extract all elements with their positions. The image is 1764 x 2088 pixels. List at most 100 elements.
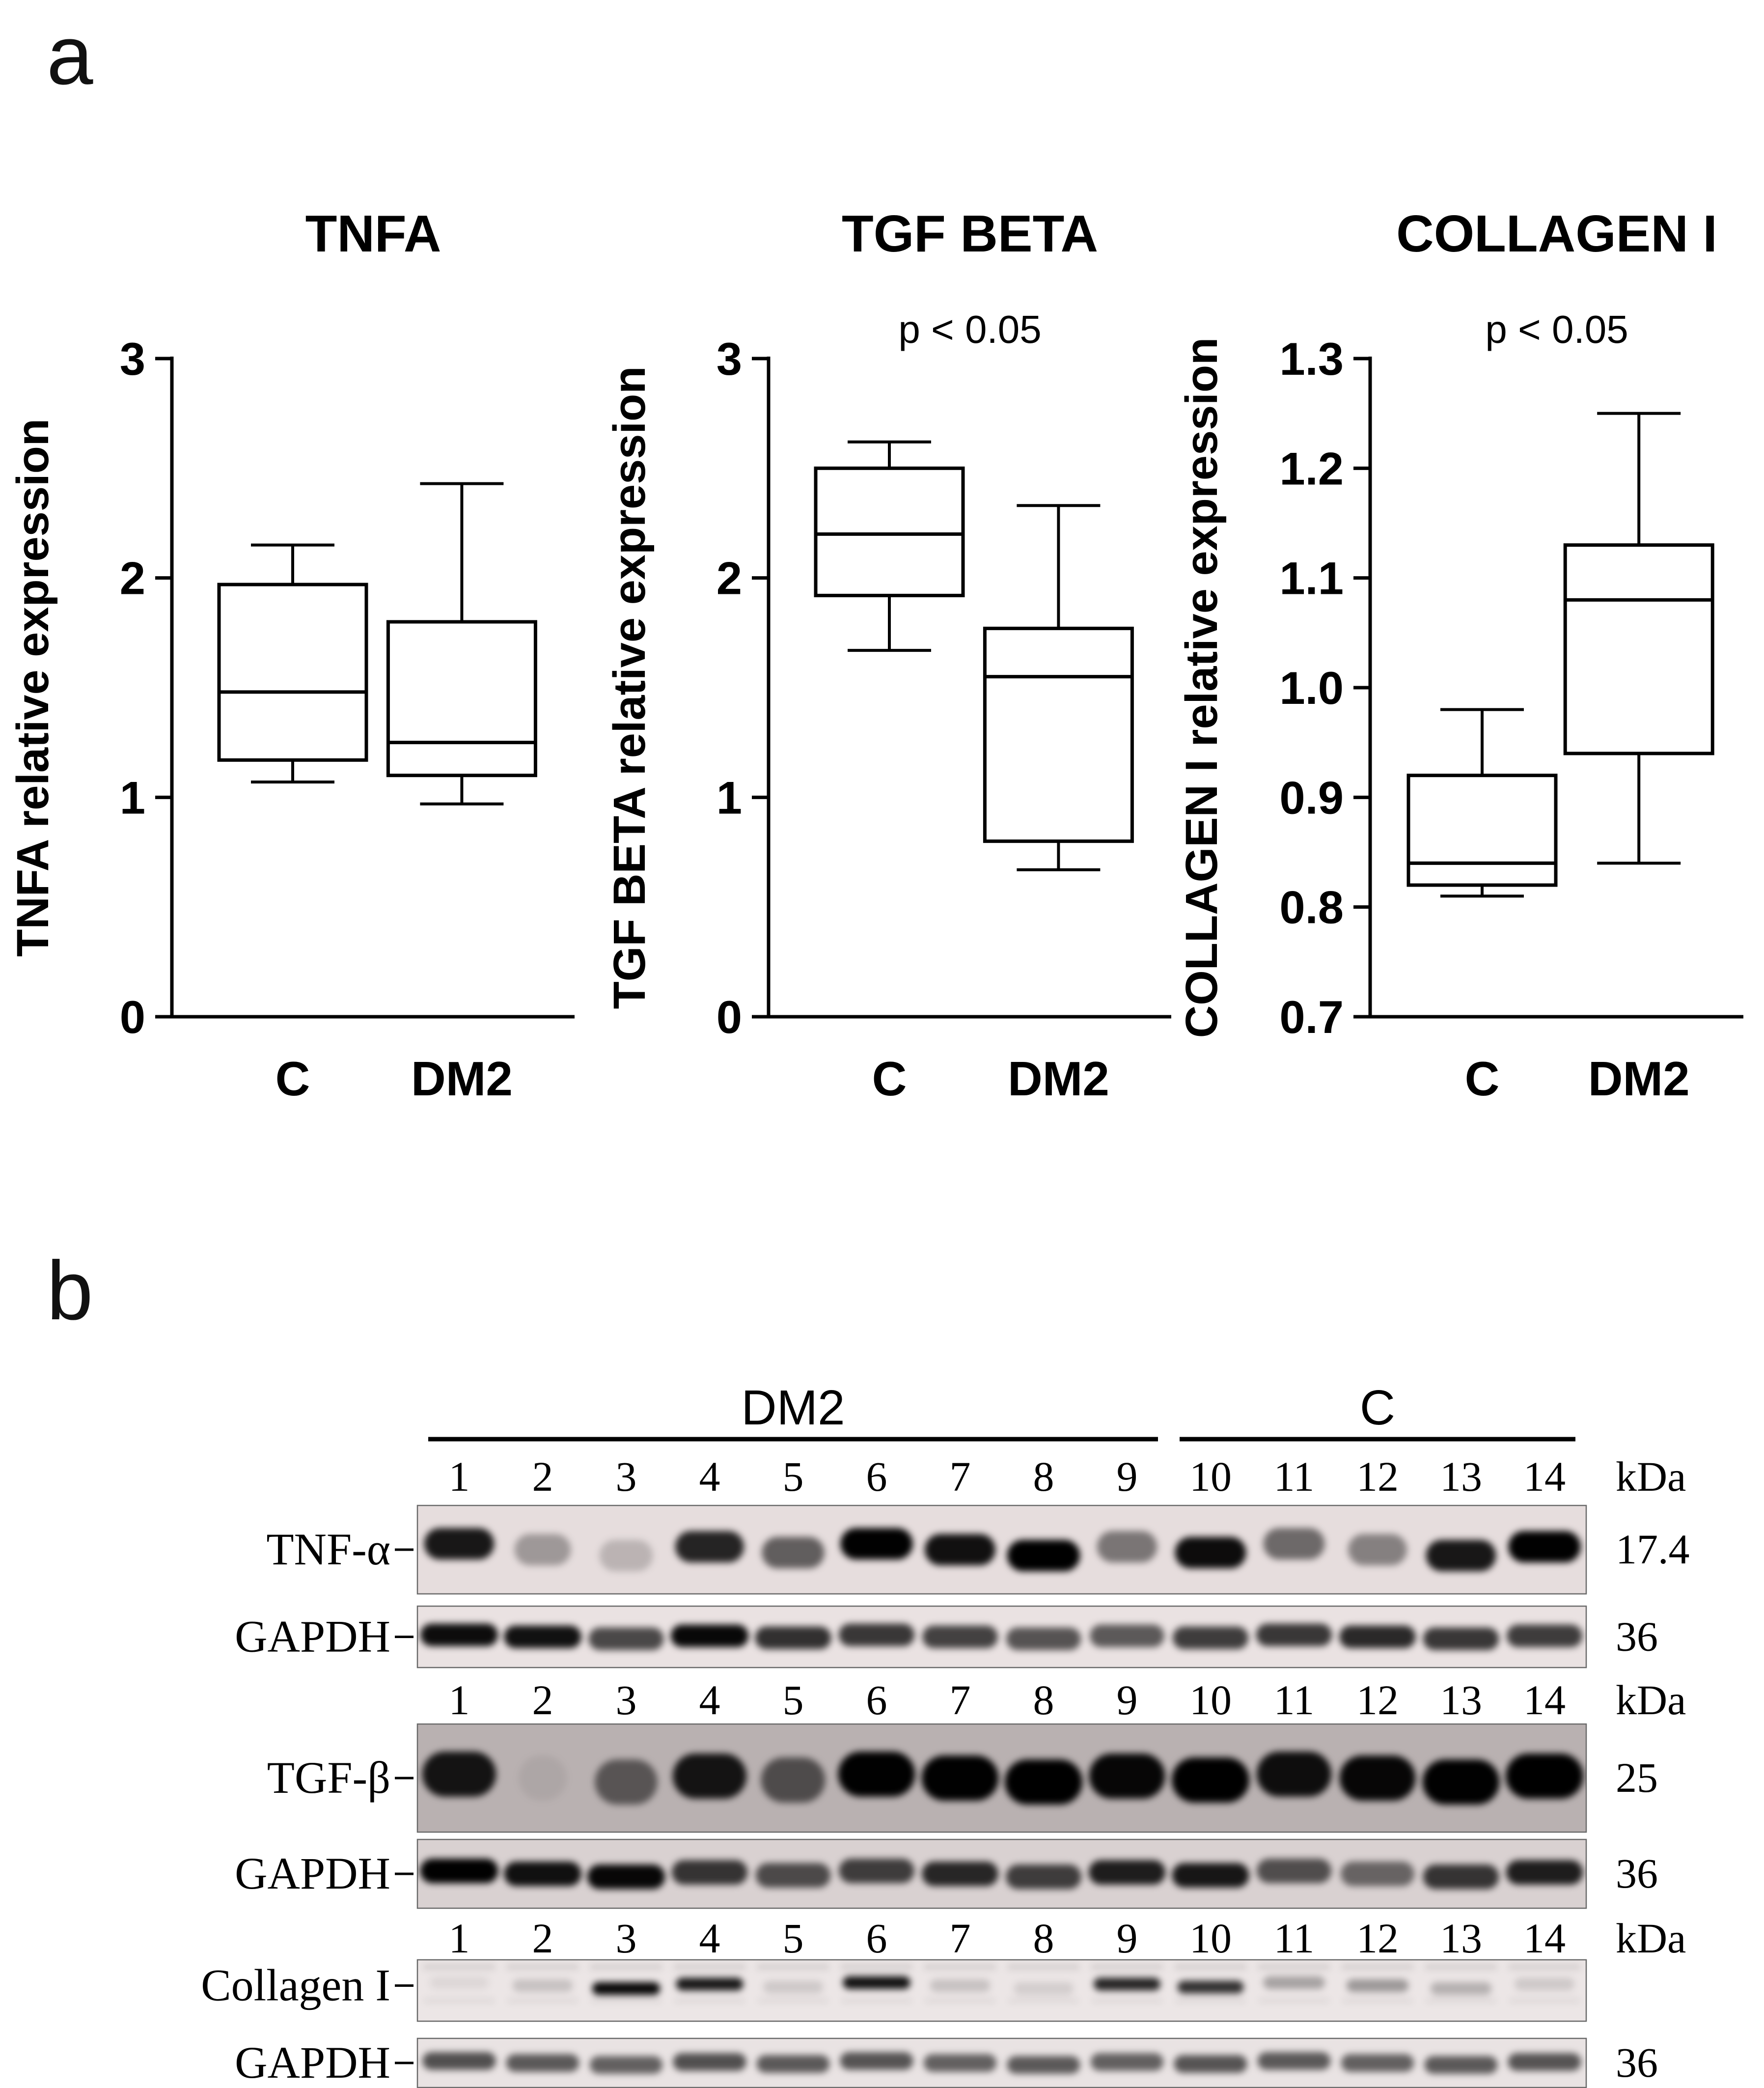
- blot-label: GAPDH: [235, 2037, 390, 2088]
- p-value-annotation: p < 0.05: [1485, 307, 1628, 351]
- group-header-DM2: DM2: [741, 1380, 845, 1435]
- band: [923, 2054, 997, 2072]
- blot-kda-value: 36: [1616, 1613, 1658, 1660]
- band: [504, 1862, 581, 1886]
- y-tick-label: 0.9: [1279, 772, 1344, 823]
- band: [756, 2055, 830, 2073]
- x-category-label: DM2: [411, 1052, 513, 1106]
- y-tick-label: 1.0: [1279, 662, 1344, 714]
- band: [755, 1863, 831, 1888]
- band: [672, 1754, 747, 1799]
- band: [1173, 1626, 1248, 1649]
- blot-label: GAPDH: [235, 1848, 390, 1898]
- lane-number: 5: [783, 1676, 804, 1724]
- band: [1090, 1624, 1164, 1647]
- band: [1423, 1865, 1499, 1889]
- band: [1263, 1528, 1325, 1559]
- band: [587, 1865, 665, 1889]
- band: [422, 2052, 496, 2070]
- band: [1507, 1624, 1582, 1647]
- y-tick-label: 3: [120, 333, 145, 385]
- band: [1172, 1863, 1249, 1888]
- lane-number: 1: [449, 1676, 470, 1724]
- y-tick-label: 1: [717, 772, 742, 823]
- lane-number: 6: [866, 1676, 887, 1724]
- lane-number: 14: [1523, 1453, 1566, 1500]
- lane-number: 1: [449, 1915, 470, 1962]
- band: [676, 1977, 744, 1991]
- box-DM2: [983, 504, 1134, 871]
- band: [1177, 1980, 1244, 1994]
- band: [1257, 1859, 1331, 1883]
- band: [429, 1976, 489, 1989]
- lane-number: 11: [1274, 1453, 1315, 1500]
- box-DM2: [386, 482, 537, 806]
- x-category-label: DM2: [1588, 1052, 1690, 1106]
- band: [1263, 1976, 1325, 1989]
- chart-title: TGF BETA: [842, 205, 1098, 263]
- lane-number: 12: [1356, 1453, 1399, 1500]
- band: [925, 1534, 995, 1565]
- band: [1256, 1752, 1332, 1797]
- band: [514, 1534, 571, 1565]
- y-tick-label: 0.8: [1279, 882, 1344, 933]
- band: [1007, 2056, 1080, 2074]
- x-category-label: C: [872, 1052, 907, 1106]
- band: [1508, 1531, 1581, 1562]
- iqr-box: [814, 466, 965, 597]
- band: [840, 2052, 913, 2070]
- lane-number: 2: [532, 1676, 553, 1724]
- iqr-box: [983, 626, 1134, 843]
- band: [1426, 1540, 1496, 1571]
- y-tick-label: 0.7: [1279, 991, 1344, 1043]
- blot-row-0: [395, 1504, 1587, 1595]
- band: [1348, 1534, 1407, 1565]
- band: [1508, 2053, 1581, 2071]
- lane-number: 11: [1274, 1915, 1315, 1962]
- band: [588, 1627, 664, 1650]
- band: [1089, 1754, 1165, 1799]
- lane-number: 10: [1189, 1915, 1232, 1962]
- band: [1088, 1860, 1166, 1885]
- lane-number: 7: [950, 1676, 971, 1724]
- y-tick-label: 2: [717, 553, 742, 604]
- band: [921, 1755, 999, 1801]
- band: [1006, 1627, 1081, 1650]
- y-tick-label: 2: [120, 553, 145, 604]
- band: [839, 1859, 914, 1883]
- chart-title: COLLAGEN I: [1396, 205, 1717, 263]
- kda-header: kDa: [1616, 1676, 1686, 1724]
- band: [592, 1982, 661, 1995]
- blot-bands: [422, 1964, 1581, 2003]
- band: [424, 1528, 495, 1559]
- blot-membrane: [416, 1504, 1587, 1595]
- band: [1424, 2056, 1498, 2074]
- band: [838, 1752, 915, 1797]
- blot-kda-value: 17.4: [1616, 1526, 1690, 1573]
- iqr-box: [1563, 543, 1714, 755]
- lane-number: 9: [1117, 1915, 1138, 1962]
- band: [420, 1859, 498, 1883]
- band: [1094, 1977, 1160, 1991]
- lane-number: 3: [616, 1453, 637, 1500]
- band: [1174, 2055, 1247, 2073]
- blot-label: TGF-β: [267, 1753, 390, 1803]
- band: [762, 1537, 825, 1568]
- lane-number: 7: [950, 1915, 971, 1962]
- blot-bands: [422, 1752, 1584, 1805]
- blot-kda-value: 36: [1616, 2039, 1658, 2086]
- band: [1256, 1623, 1332, 1646]
- band: [675, 1531, 744, 1562]
- band: [589, 2056, 663, 2074]
- y-tick-label: 1.2: [1279, 443, 1344, 494]
- y-axis-label: TGF BETA relative expression: [606, 366, 655, 1009]
- y-tick-label: 0: [717, 991, 742, 1043]
- band: [1004, 1759, 1083, 1805]
- blot-bands: [424, 1528, 1581, 1571]
- lane-number: 7: [950, 1453, 971, 1500]
- band: [922, 1862, 998, 1886]
- blot-kda-value: 25: [1616, 1754, 1658, 1801]
- band: [595, 1759, 658, 1805]
- band: [599, 1540, 653, 1571]
